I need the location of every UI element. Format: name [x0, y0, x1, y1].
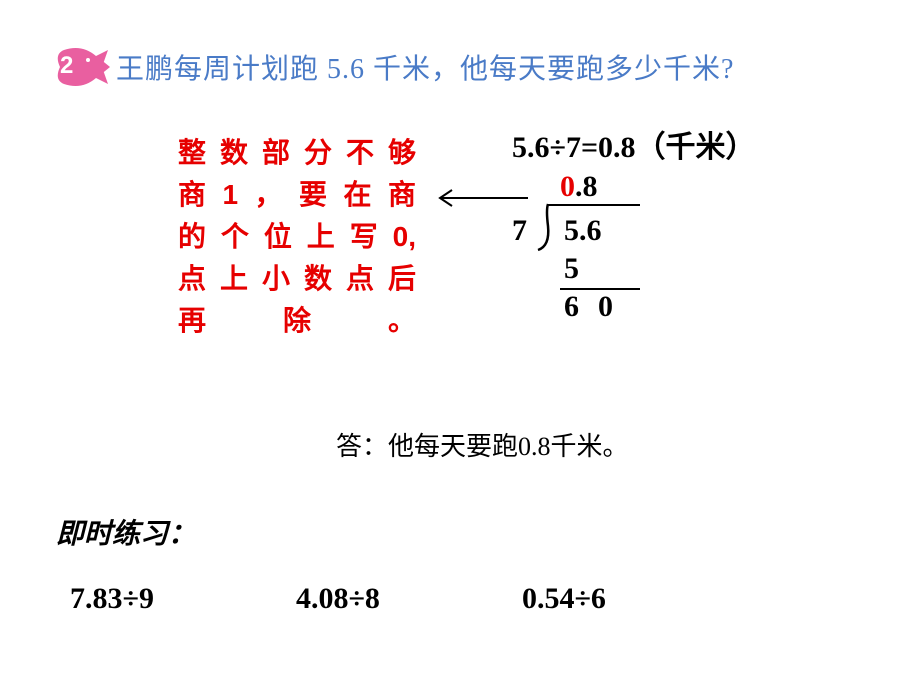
- question-number: 2: [60, 52, 73, 80]
- dividend: 5.6: [564, 212, 602, 250]
- division-bar: [548, 204, 640, 206]
- quotient-rest: .8: [575, 170, 598, 203]
- remainder: 0: [598, 288, 613, 326]
- practice-row: 7.83÷9 4.08÷8 0.54÷6: [70, 582, 606, 616]
- division-bracket-icon: [536, 198, 554, 262]
- practice-item: 4.08÷8: [296, 582, 380, 616]
- fish-icon: 2: [52, 46, 110, 88]
- rule-line: 再 除 。: [178, 300, 416, 342]
- practice-title: 即时练习：: [56, 512, 196, 552]
- arrow-icon: [432, 188, 532, 213]
- rule-line: 点上小数点后: [178, 258, 416, 300]
- practice-item: 0.54÷6: [522, 582, 606, 616]
- rule-line: 的个位上写0,: [178, 216, 416, 258]
- divisor: 7: [512, 212, 527, 250]
- equation: 5.6÷7=0.8（千米）: [512, 122, 756, 166]
- quotient-zero: 0: [560, 170, 575, 203]
- question-text: 王鹏每周计划跑 5.6 千米，他每天要跑多少千米?: [116, 47, 734, 87]
- rule-line: 整数部分不够: [178, 132, 416, 174]
- rule-line: 商1，要在商: [178, 174, 416, 216]
- answer-text: 答：他每天要跑0.8千米。: [336, 426, 629, 463]
- practice-item: 7.83÷9: [70, 582, 154, 616]
- rule-text: 整数部分不够 商1，要在商 的个位上写0, 点上小数点后 再 除 。: [178, 132, 416, 342]
- question-row: 2 王鹏每周计划跑 5.6 千米，他每天要跑多少千米?: [52, 46, 734, 88]
